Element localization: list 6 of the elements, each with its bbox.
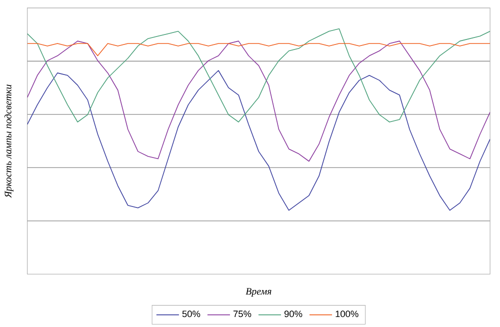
legend-label: 75%	[233, 310, 252, 318]
legend-label: 90%	[284, 310, 302, 318]
legend-label: 100%	[336, 310, 358, 318]
legend-label: 50%	[182, 310, 200, 318]
y-axis-title: Яркость лампы подсветки	[4, 84, 14, 198]
x-axis-title: Время	[246, 288, 272, 297]
